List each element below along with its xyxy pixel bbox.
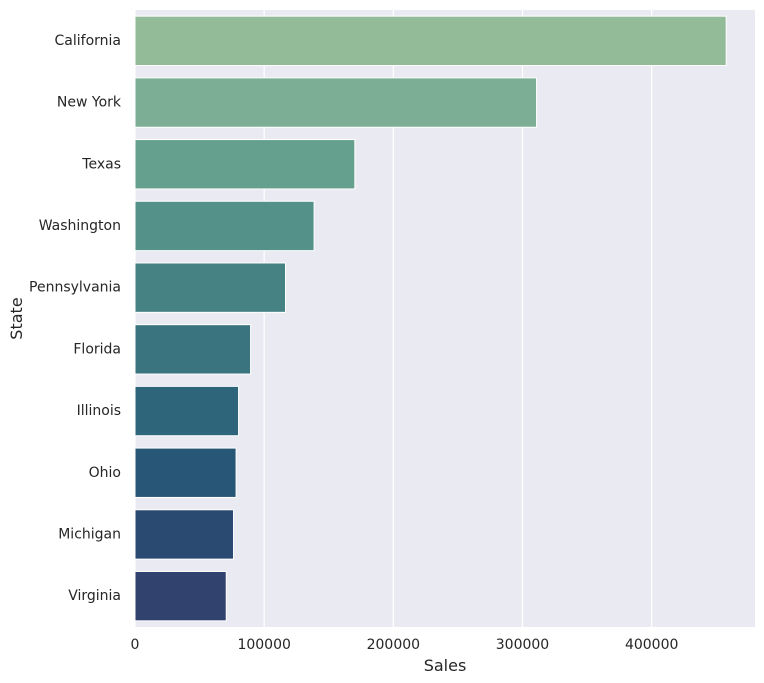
y-tick-label: Pennsylvania [29, 280, 121, 296]
x-axis-label: Sales [424, 656, 467, 675]
bar-new-york [134, 77, 538, 128]
y-tick-label: Texas [81, 156, 121, 172]
y-tick-labels: California New York Texas Washington Pennsyl… [29, 33, 122, 604]
x-tick-label: 200000 [367, 637, 420, 653]
bar-ohio [134, 447, 237, 498]
bar-pennsylvania [134, 262, 286, 313]
bar-texas [134, 139, 356, 190]
bars [134, 15, 727, 622]
bar-washington [134, 200, 315, 252]
y-tick-label: New York [57, 95, 122, 111]
x-tick-label: 100000 [237, 637, 290, 653]
bar-michigan [134, 509, 235, 560]
y-tick-label: Ohio [89, 465, 121, 481]
x-tick-label: 300000 [496, 637, 549, 653]
bar-california [134, 15, 727, 67]
bar-virginia [134, 570, 227, 622]
x-tick-label: 400000 [625, 637, 678, 653]
y-axis-label: State [7, 297, 26, 339]
bar-florida [134, 324, 252, 375]
y-tick-label: Virginia [68, 588, 121, 604]
y-tick-label: Michigan [58, 526, 121, 542]
y-tick-label: Illinois [77, 403, 121, 419]
x-tick-labels: 0 100000 200000 300000 400000 [131, 637, 679, 653]
x-tick-label: 0 [131, 637, 140, 653]
y-tick-label: Florida [73, 341, 121, 357]
y-tick-label: California [55, 33, 121, 49]
y-tick-label: Washington [39, 218, 121, 234]
bar-illinois [134, 385, 240, 437]
